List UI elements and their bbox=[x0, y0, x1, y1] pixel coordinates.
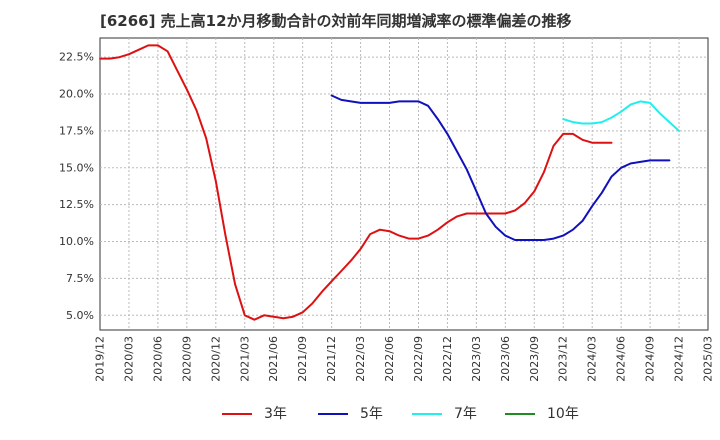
x-tick-label: 2021/06 bbox=[267, 336, 280, 382]
y-tick-label: 5.0% bbox=[66, 309, 94, 322]
legend-label: 10年 bbox=[547, 406, 579, 422]
legend-label: 5年 bbox=[360, 406, 383, 422]
x-tick-label: 2020/03 bbox=[122, 336, 135, 382]
x-tick-label: 2023/06 bbox=[499, 336, 512, 382]
x-tick-label: 2021/09 bbox=[296, 336, 309, 382]
x-tick-label: 2024/12 bbox=[673, 336, 686, 382]
y-tick-label: 20.0% bbox=[59, 88, 94, 101]
x-tick-label: 2020/06 bbox=[151, 336, 164, 382]
y-tick-label: 10.0% bbox=[59, 235, 94, 248]
x-tick-label: 2019/12 bbox=[94, 336, 107, 382]
x-tick-label: 2022/12 bbox=[441, 336, 454, 382]
y-tick-label: 22.5% bbox=[59, 51, 94, 64]
x-tick-label: 2021/12 bbox=[325, 336, 338, 382]
legend-label: 3年 bbox=[264, 406, 287, 422]
x-tick-label: 2020/09 bbox=[180, 336, 193, 382]
plot-area bbox=[99, 37, 709, 331]
series-line-0 bbox=[99, 44, 613, 321]
y-tick-label: 17.5% bbox=[59, 124, 94, 137]
chart-title: [6266] 売上高12か月移動合計の対前年同期増減率の標準偏差の推移 bbox=[100, 12, 572, 30]
legend-label: 7年 bbox=[454, 406, 477, 422]
x-tick-label: 2023/03 bbox=[470, 336, 483, 382]
x-tick-label: 2024/09 bbox=[644, 336, 657, 382]
x-tick-label: 2020/12 bbox=[209, 336, 222, 382]
x-tick-label: 2022/03 bbox=[354, 336, 367, 382]
y-tick-label: 12.5% bbox=[59, 198, 94, 211]
series-line-2 bbox=[562, 100, 680, 132]
series-line-1 bbox=[330, 94, 671, 241]
x-tick-label: 2022/06 bbox=[383, 336, 396, 382]
y-tick-label: 7.5% bbox=[66, 272, 94, 285]
x-tick-label: 2023/12 bbox=[557, 336, 570, 382]
x-tick-label: 2022/09 bbox=[412, 336, 425, 382]
x-tick-label: 2024/03 bbox=[586, 336, 599, 382]
x-tick-label: 2021/03 bbox=[238, 336, 251, 382]
x-tick-label: 2024/06 bbox=[615, 336, 628, 382]
y-tick-label: 15.0% bbox=[59, 161, 94, 174]
x-tick-label: 2023/09 bbox=[528, 336, 541, 382]
x-tick-label: 2025/03 bbox=[702, 336, 715, 382]
